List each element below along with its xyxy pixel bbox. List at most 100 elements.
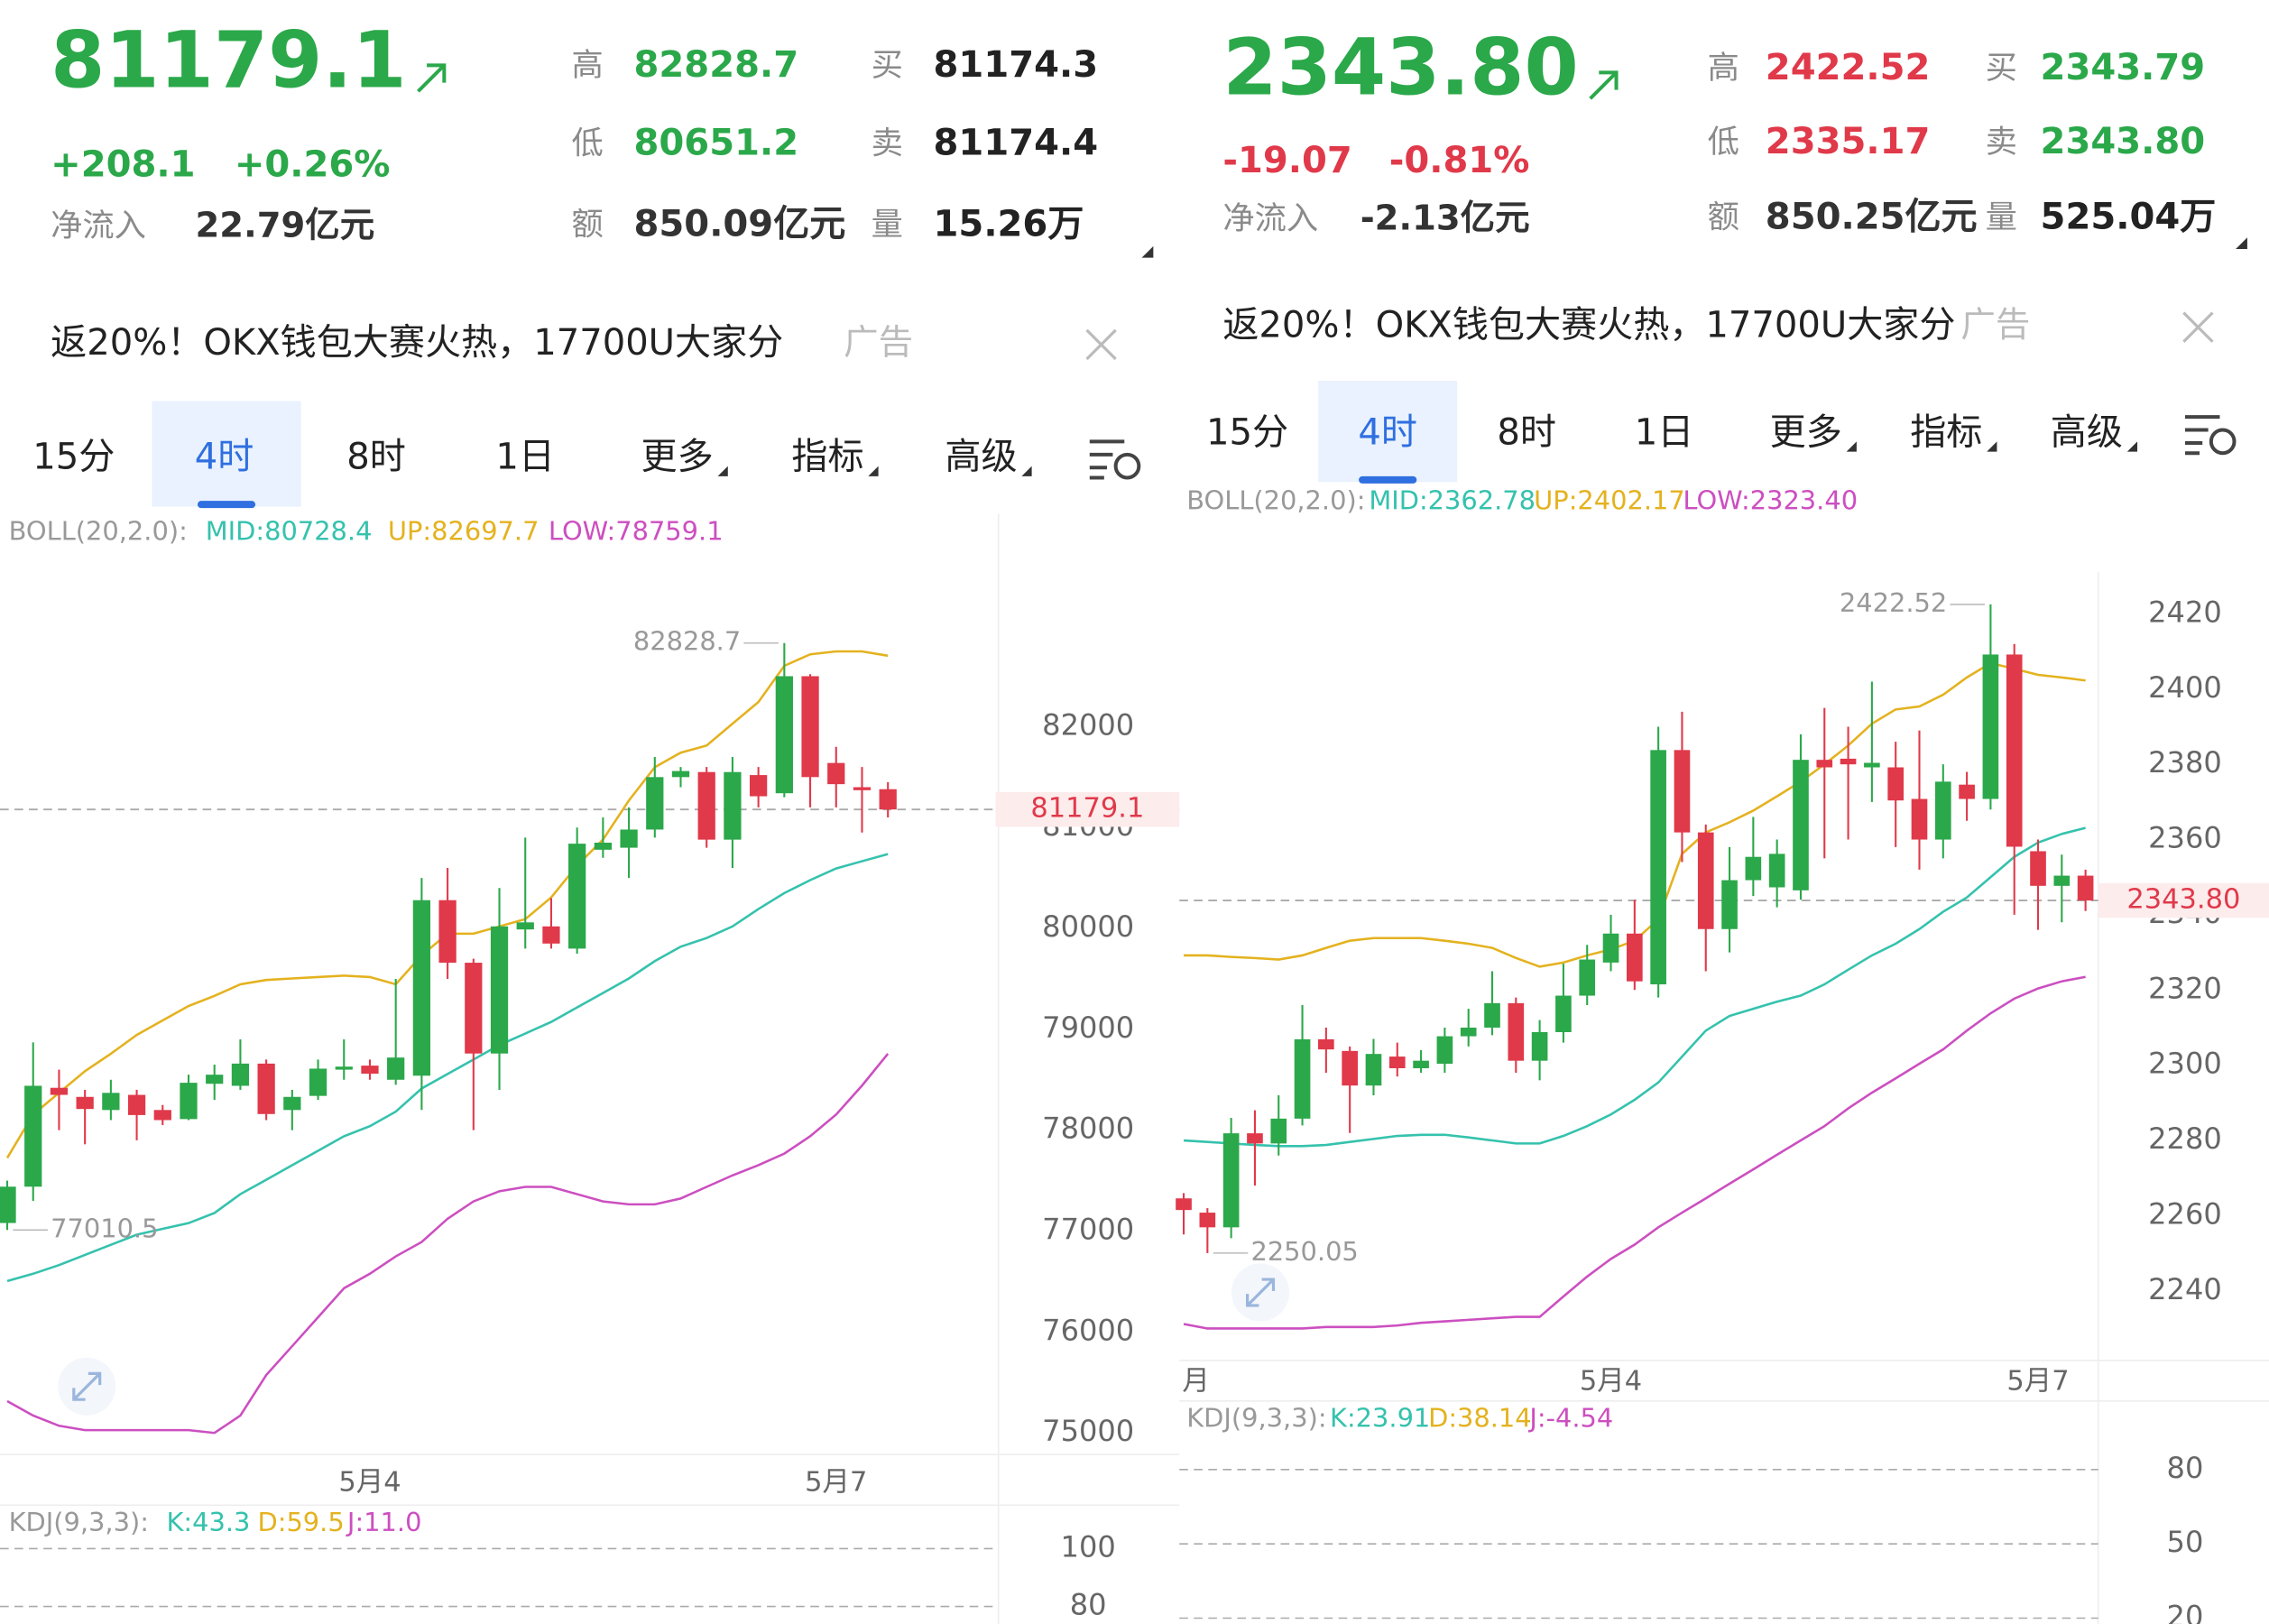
candle-body	[568, 844, 586, 949]
chart-settings-icon[interactable]	[2184, 415, 2220, 456]
y-tick-label: 75000	[1042, 1414, 1134, 1448]
stat-label: 额	[1708, 198, 1739, 235]
active-tab-bg	[152, 401, 301, 507]
y-tick-label: 77000	[1042, 1212, 1134, 1246]
candle-body	[542, 926, 560, 944]
active-tab-indicator	[1359, 475, 1417, 484]
x-tick-label: 5月7	[2006, 1365, 2069, 1397]
candle-body	[879, 789, 897, 810]
candle-body	[516, 922, 534, 930]
candle-body	[1413, 1060, 1429, 1068]
timeframe-tab[interactable]: 1日	[495, 437, 555, 478]
y-tick-label: 2400	[2148, 670, 2222, 705]
candle-body	[257, 1063, 275, 1114]
y-tick-label: 2280	[2148, 1121, 2222, 1156]
candle-body	[671, 770, 690, 778]
ad-text: 返20%！OKX钱包大赛火热，17700U大家分	[1222, 305, 1955, 346]
ad-text: 返20%！OKX钱包大赛火热，17700U大家分	[51, 322, 783, 364]
timeframe-tab[interactable]: 4时	[1358, 411, 1417, 453]
stat-label: 额	[572, 206, 604, 243]
stat-value: 850.25亿元	[1766, 196, 1978, 237]
chart-settings-icon[interactable]	[1089, 439, 1125, 480]
boll-line	[6, 1053, 890, 1435]
candle-body	[1555, 995, 1572, 1032]
timeframe-tab[interactable]: 8时	[1497, 411, 1556, 453]
candle-body	[76, 1096, 94, 1110]
kdj-label: K:43.3	[166, 1507, 250, 1537]
candle-body	[465, 963, 483, 1054]
candle-body	[490, 926, 509, 1054]
ad-close[interactable]	[2182, 311, 2214, 343]
kdj-tick-label: 50	[2167, 1525, 2204, 1559]
candle-body	[1199, 1213, 1216, 1228]
candle-body	[1436, 1036, 1453, 1064]
candle-body	[153, 1110, 171, 1121]
candle-body	[24, 1085, 42, 1187]
ad-tag: 广告	[844, 322, 913, 363]
stat-label: 买	[872, 47, 903, 84]
x-tick-label: 5月4	[338, 1467, 401, 1499]
timeframe-tab[interactable]: 高级	[945, 437, 1017, 478]
candle-body	[438, 900, 457, 964]
candle-body	[206, 1075, 224, 1084]
y-tick-label: 76000	[1042, 1313, 1134, 1347]
expand-icon[interactable]	[72, 1371, 102, 1401]
ad-close[interactable]	[1085, 328, 1117, 361]
high-label: 82828.7	[633, 626, 741, 657]
stat-label: 高	[572, 47, 604, 84]
stat-label: 买	[1986, 50, 2017, 87]
price-change: -19.07	[1222, 140, 1351, 181]
y-tick-label: 2300	[2148, 1047, 2222, 1081]
chart-settings-gear[interactable]	[2209, 428, 2237, 456]
kdj-tick-label: 100	[1061, 1529, 1116, 1564]
chart-settings-gear[interactable]	[1113, 452, 1141, 480]
candle-body	[1294, 1038, 1311, 1119]
timeframe-tab[interactable]: 指标	[791, 437, 863, 478]
candle-body	[1982, 654, 1999, 799]
candle-body	[1484, 1002, 1500, 1028]
stat-label: 卖	[1986, 124, 2017, 161]
expand-icon[interactable]	[1246, 1278, 1276, 1307]
candle-body	[1674, 750, 1691, 833]
price-change-pct: -0.81%	[1389, 140, 1530, 181]
timeframe-tab[interactable]: 指标	[1910, 411, 1982, 453]
candle-body	[1176, 1198, 1192, 1211]
timeframe-tab[interactable]: 15分	[1206, 411, 1288, 453]
timeframe-tab[interactable]: 1日	[1635, 411, 1694, 453]
kdj-tick-label: 80	[1070, 1588, 1107, 1622]
stat-value: 15.26万	[934, 203, 1084, 245]
candle-body	[335, 1066, 353, 1070]
candle-body	[697, 771, 715, 840]
candle-body	[0, 1186, 16, 1223]
timeframe-tab[interactable]: 高级	[2051, 411, 2123, 453]
timeframe-tab[interactable]: 更多	[641, 437, 714, 478]
candle-body	[1934, 781, 1951, 840]
timeframe-tab[interactable]: 更多	[1770, 411, 1842, 453]
y-tick-label: 2380	[2148, 745, 2222, 780]
price-tag: 81179.1	[1030, 793, 1144, 825]
legend-entry: UP:2402.17	[1534, 485, 1685, 516]
timeframe-tab[interactable]: 8时	[346, 437, 406, 478]
candle-body	[1460, 1027, 1477, 1037]
legend-entry: LOW:78759.1	[549, 515, 724, 546]
y-tick-label: 80000	[1042, 909, 1134, 944]
timeframe-tab[interactable]: 4时	[195, 437, 254, 478]
kdj-label: J:11.0	[346, 1507, 422, 1537]
legend-entry: LOW:2323.40	[1683, 485, 1858, 516]
stat-value: 80651.2	[634, 123, 799, 164]
candle-body	[1270, 1118, 1287, 1144]
legend-entry: MID:80728.4	[206, 515, 373, 546]
net-inflow: 22.79亿元	[196, 206, 375, 246]
kdj-tick-label: 20	[2167, 1600, 2204, 1624]
candle-body	[801, 676, 819, 778]
ad-tag: 广告	[1960, 305, 2030, 346]
y-tick-label: 2420	[2148, 595, 2222, 629]
candle-body	[750, 775, 768, 797]
candle-body	[2077, 875, 2094, 901]
candle-body	[2006, 654, 2023, 847]
timeframe-tab[interactable]: 15分	[32, 437, 115, 478]
last-price: 81179.1	[51, 15, 406, 106]
